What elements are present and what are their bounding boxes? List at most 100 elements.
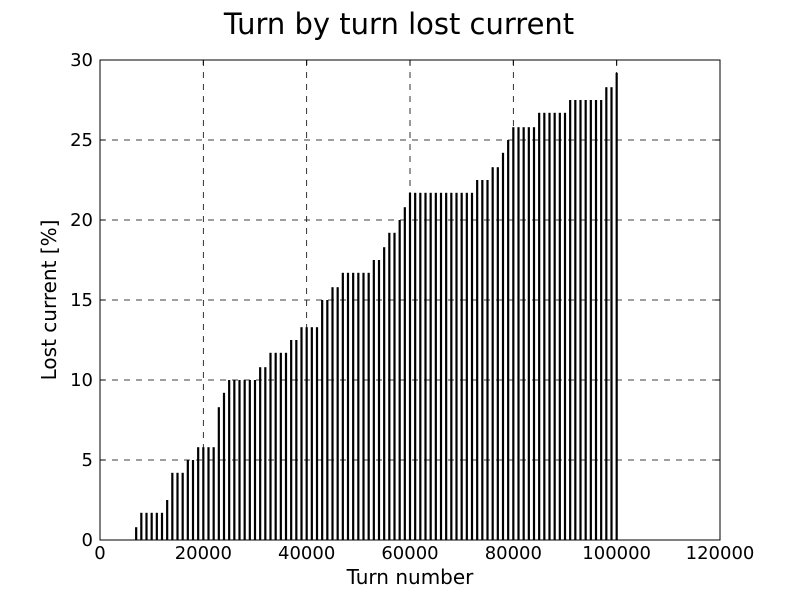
bar	[507, 140, 510, 540]
bar	[450, 192, 453, 541]
bar	[212, 447, 215, 540]
bar	[135, 527, 138, 540]
bar	[543, 112, 546, 541]
bar	[455, 192, 458, 541]
bar	[321, 300, 324, 540]
bar	[403, 207, 406, 540]
bar	[207, 447, 210, 540]
bar	[238, 380, 241, 540]
bar	[548, 112, 551, 541]
bar	[512, 127, 515, 540]
bar	[574, 100, 577, 540]
bar	[600, 100, 603, 540]
x-tick-label: 100000	[582, 543, 651, 564]
bar	[388, 232, 391, 541]
bar	[171, 472, 174, 540]
y-tick-label: 25	[70, 130, 93, 151]
bar	[476, 180, 479, 540]
bar	[424, 192, 427, 541]
bar	[558, 112, 561, 541]
bar	[181, 472, 184, 540]
x-axis-label: Turn number	[346, 565, 475, 589]
bar	[367, 272, 370, 540]
bar	[589, 100, 592, 540]
bar	[605, 87, 608, 540]
bar	[439, 192, 443, 541]
bar	[465, 192, 468, 541]
y-tick-label: 30	[70, 50, 93, 71]
bar	[233, 380, 236, 540]
bar	[470, 192, 474, 541]
bar	[398, 220, 401, 540]
bar	[615, 72, 618, 541]
bar	[331, 287, 334, 540]
y-tick-label: 20	[70, 210, 93, 231]
bar	[434, 192, 437, 541]
bar	[243, 380, 246, 540]
bar	[290, 340, 293, 540]
bar	[326, 300, 329, 540]
x-tick-label: 0	[94, 543, 105, 564]
x-tick-label: 120000	[686, 543, 755, 564]
bar	[486, 180, 489, 540]
bar	[191, 460, 195, 540]
bar	[501, 152, 505, 541]
bar	[145, 512, 148, 540]
bar	[228, 380, 231, 540]
bar	[253, 380, 257, 540]
bar	[150, 512, 153, 540]
bar	[362, 272, 365, 540]
bar	[372, 260, 375, 540]
bar	[414, 192, 417, 541]
bar	[408, 192, 412, 541]
bar	[429, 192, 432, 541]
bar	[166, 500, 169, 540]
bar	[491, 167, 494, 540]
bar	[527, 127, 530, 540]
bar	[155, 512, 158, 540]
y-tick-label: 10	[70, 370, 93, 391]
bar	[202, 447, 205, 540]
bar	[176, 472, 179, 540]
bar	[538, 112, 541, 541]
bar	[553, 112, 556, 541]
bar	[222, 392, 226, 540]
bar	[341, 272, 344, 540]
bar	[217, 407, 220, 540]
bar	[584, 100, 587, 540]
x-tick-label: 60000	[381, 543, 438, 564]
bar	[579, 100, 582, 540]
x-tick-label: 40000	[278, 543, 335, 564]
bar	[300, 327, 303, 540]
bar	[352, 272, 355, 540]
bar	[563, 112, 567, 541]
bar	[419, 192, 422, 541]
bar	[259, 367, 262, 540]
y-tick-label: 5	[82, 450, 93, 471]
bar	[315, 327, 319, 540]
x-tick-label: 20000	[175, 543, 232, 564]
bar	[269, 352, 272, 540]
bar	[610, 87, 613, 540]
bar	[197, 447, 200, 540]
y-tick-label: 0	[82, 530, 93, 551]
bar	[517, 127, 520, 540]
bar	[186, 460, 189, 540]
bar	[160, 512, 164, 540]
bar	[460, 192, 463, 541]
bar	[377, 260, 381, 540]
bar	[522, 127, 525, 540]
bar	[264, 367, 267, 540]
bar	[274, 352, 277, 540]
bar-series	[135, 72, 618, 541]
bar	[305, 327, 308, 540]
bar	[284, 352, 288, 540]
x-tick-label: 80000	[485, 543, 542, 564]
bar	[336, 287, 339, 540]
bar	[481, 180, 484, 540]
bar	[393, 232, 396, 541]
bar	[346, 272, 350, 540]
bar	[357, 272, 360, 540]
